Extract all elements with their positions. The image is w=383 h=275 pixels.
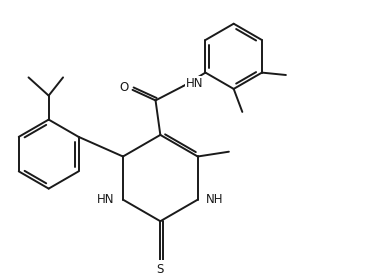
Text: HN: HN bbox=[186, 77, 203, 90]
Text: S: S bbox=[157, 263, 164, 275]
Text: NH: NH bbox=[206, 193, 224, 206]
Text: O: O bbox=[119, 81, 129, 94]
Text: HN: HN bbox=[97, 193, 115, 206]
